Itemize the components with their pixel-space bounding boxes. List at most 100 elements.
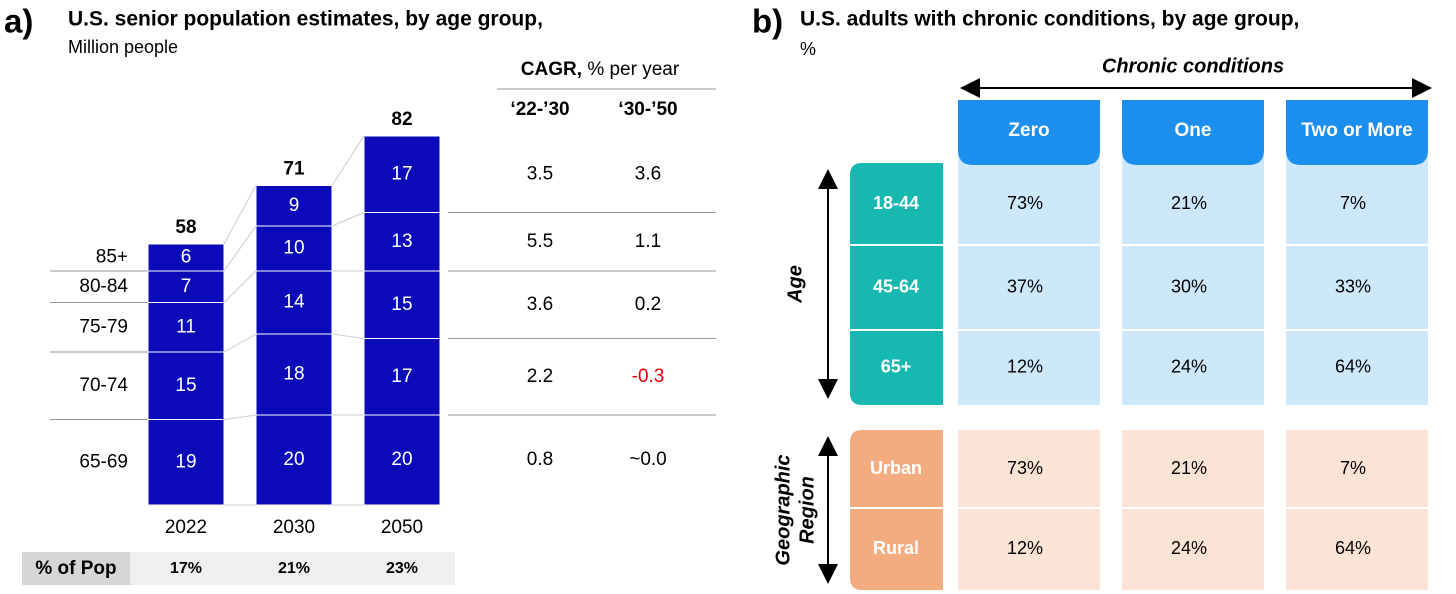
chart-subtitle: Million people [68,37,178,57]
bar-segment [147,419,225,506]
cagr-value: 3.6 [527,294,553,315]
cell: 37% [1007,276,1043,296]
group-label: Region [796,476,818,544]
bar-segment [363,135,441,213]
cagr-value: 5.5 [527,231,553,252]
connector [331,212,365,227]
column-label: Two or More [1301,120,1413,141]
cagr-title-rest: % per year [587,59,680,80]
connector [223,333,257,353]
cell: 64% [1335,356,1371,376]
cagr-value: ~0.0 [629,449,667,470]
row-label: 65-69 [79,451,128,472]
segment-label: 15 [175,375,196,396]
cell: 12% [1007,356,1043,376]
cell: 24% [1171,356,1207,376]
cagr-title-bold: CAGR, [521,59,582,80]
connector [223,414,257,420]
segment-label: 17 [391,366,412,387]
share-value: 21% [278,560,310,577]
row-label: Urban [870,458,922,478]
panel-label: a) [4,3,33,40]
cagr-value: 2.2 [527,366,553,387]
row-label: 18-44 [873,193,919,213]
cell: 30% [1171,276,1207,296]
cagr-title: CAGR, % per year [521,59,680,80]
segment-label: 20 [283,449,304,470]
column-bg [1286,430,1428,590]
bar-segment [147,302,225,353]
chart-title: U.S. senior population estimates, by age… [68,8,543,31]
cell: 7% [1340,193,1366,213]
row-label: 65+ [881,356,912,376]
cell: 21% [1171,458,1207,478]
cell: 73% [1007,458,1043,478]
cell: 12% [1007,538,1043,558]
connector [223,270,257,303]
share-value: 17% [170,560,202,577]
segment-label: 10 [283,238,304,259]
x-tick-label: 2050 [381,517,423,538]
cell: 7% [1340,458,1366,478]
segment-label: 14 [283,292,305,313]
total-label: 58 [175,217,196,238]
total-label: 82 [391,109,412,130]
segment-label: 15 [391,294,412,315]
share-label: % of Pop [35,558,116,579]
segment-label: 19 [175,451,196,472]
segment-label: 17 [391,163,412,184]
connector [331,135,365,186]
cell: 33% [1335,276,1371,296]
bar-segment [363,338,441,416]
cagr-column: ‘22-’30 [510,99,569,120]
panel-subtitle: % [800,39,816,59]
connector [223,185,257,245]
column-label: One [1175,120,1212,141]
connector [331,333,365,339]
column-header: Chronic conditions [1102,55,1284,77]
bar-segment [255,270,333,335]
share-label-bg [22,552,130,585]
cell: 24% [1171,538,1207,558]
column-label: Zero [1008,120,1049,141]
connector [223,225,257,272]
row-label: Rural [873,538,919,558]
group-label: Age [784,265,806,304]
row-label-box [850,430,943,590]
segment-label: 11 [176,316,196,337]
bar-segment [147,351,225,420]
cell: 64% [1335,538,1371,558]
cagr-column: ‘30-’50 [618,99,677,120]
row-label: 75-79 [79,316,128,337]
cagr-value: 0.8 [527,449,553,470]
cagr-value: 3.5 [527,163,553,184]
segment-label: 20 [391,449,412,470]
cell: 21% [1171,193,1207,213]
row-label-box [850,163,943,405]
column-tab [958,100,1100,165]
segment-label: 6 [181,247,192,268]
cagr-value: 0.2 [635,294,661,315]
group-label: Geographic [772,454,794,565]
share-value: 23% [386,560,418,577]
bar-segment [363,270,441,339]
row-label: 45-64 [873,276,919,296]
column-bg [958,430,1100,590]
column-tab [1286,100,1428,165]
panel-label: b) [752,3,783,40]
cell: 73% [1007,193,1043,213]
segment-label: 7 [181,276,192,297]
row-label: 85+ [96,247,128,268]
bar-segment [255,225,333,272]
cagr-value: 1.1 [635,231,661,252]
row-label: 70-74 [79,375,128,396]
cagr-value: 3.6 [635,163,661,184]
column-bg [1122,430,1264,590]
row-label: 80-84 [79,276,128,297]
bar-segment [363,414,441,506]
segment-label: 18 [283,364,304,385]
cagr-value: -0.3 [632,366,665,387]
bar-segment [147,243,225,272]
column-tab [1122,100,1264,165]
